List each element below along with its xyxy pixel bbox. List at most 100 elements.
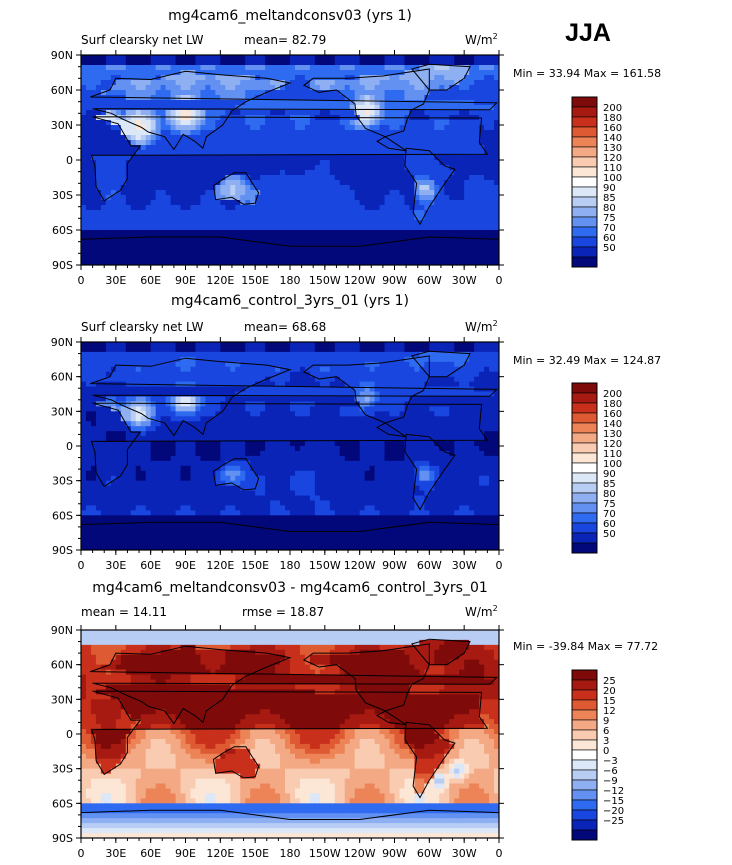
field-cell: [339, 130, 346, 136]
field-cell: [459, 170, 465, 176]
field-cell: [220, 195, 226, 201]
field-cell: [130, 401, 137, 407]
field-cell: [160, 240, 167, 246]
field-cell: [454, 351, 460, 358]
field-cell: [344, 70, 351, 76]
field-cell: [484, 180, 490, 186]
field-cell: [230, 150, 236, 156]
field-cell: [190, 175, 197, 181]
field-cell: [434, 391, 440, 398]
field-cell: [424, 105, 430, 111]
field-cell: [290, 75, 296, 81]
field-cell: [185, 260, 192, 265]
field-cell: [384, 80, 391, 86]
field-cell: [145, 105, 152, 111]
field-cell: [210, 145, 216, 151]
field-cell: [404, 235, 411, 241]
field-cell: [364, 125, 371, 131]
field-cell: [250, 175, 256, 181]
field-cell: [205, 75, 211, 81]
field-cell: [165, 205, 172, 211]
field-cell: [374, 160, 381, 166]
field-cell: [115, 411, 122, 417]
field-cell: [329, 366, 336, 373]
field-cell: [190, 135, 197, 141]
field-cell: [205, 190, 211, 196]
field-cell: [424, 215, 430, 221]
field-cell: [454, 105, 460, 111]
field-cell: [464, 155, 470, 161]
field-cell: [414, 255, 420, 261]
field-cell: [304, 195, 311, 201]
field-cell: [439, 150, 445, 156]
field-cell: [389, 230, 396, 236]
field-cell: [324, 55, 331, 61]
field-cell: [389, 205, 396, 211]
field-cell: [205, 210, 211, 216]
field-cell: [464, 75, 470, 81]
field-cell: [304, 255, 311, 261]
field-cell: [314, 105, 321, 111]
field-cell: [484, 65, 490, 71]
field-cell: [230, 225, 236, 231]
field-cell: [81, 190, 87, 196]
field-cell: [389, 200, 396, 206]
field-cell: [165, 225, 172, 231]
field-cell: [170, 80, 177, 86]
field-cell: [85, 260, 92, 265]
field-cell: [115, 130, 122, 136]
field-cell: [389, 356, 396, 363]
field-cell: [474, 70, 480, 76]
field-cell: [140, 225, 147, 231]
field-cell: [419, 240, 425, 246]
field-cell: [135, 220, 142, 226]
field-cell: [125, 110, 132, 116]
field-cell: [205, 240, 211, 246]
field-cell: [115, 75, 122, 81]
field-cell: [160, 165, 167, 171]
field-cell: [85, 170, 92, 176]
field-cell: [454, 260, 460, 265]
field-cell: [135, 411, 142, 417]
field-cell: [439, 396, 445, 403]
field-cell: [454, 240, 460, 246]
field-cell: [100, 170, 107, 176]
field-cell: [175, 120, 182, 126]
field-cell: [319, 195, 326, 201]
field-cell: [130, 150, 137, 156]
field-cell: [255, 376, 261, 383]
field-cell: [299, 260, 306, 265]
field-cell: [409, 396, 416, 403]
field-cell: [419, 396, 425, 403]
field-cell: [85, 60, 92, 66]
field-cell: [190, 245, 197, 251]
field-cell: [294, 361, 301, 368]
field-cell: [250, 70, 256, 76]
field-cell: [90, 225, 97, 231]
field-cell: [379, 75, 386, 81]
field-cell: [100, 100, 107, 106]
field-cell: [364, 130, 371, 136]
field-cell: [95, 70, 102, 76]
field-cell: [185, 351, 192, 358]
field-cell: [125, 130, 132, 136]
field-cell: [185, 185, 192, 191]
field-cell: [105, 55, 112, 61]
field-cell: [424, 220, 430, 226]
field-cell: [235, 135, 241, 141]
field-cell: [110, 130, 117, 136]
field-cell: [409, 342, 416, 348]
field-cell: [294, 165, 301, 171]
field-cell: [180, 160, 187, 166]
field-cell: [329, 60, 336, 66]
field-cell: [389, 220, 396, 226]
field-cell: [275, 240, 281, 246]
field-cell: [150, 125, 157, 131]
field-cell: [339, 195, 346, 201]
field-cell: [429, 60, 435, 66]
field-cell: [210, 342, 216, 348]
field-cell: [205, 416, 211, 422]
field-cell: [85, 55, 92, 61]
field-cell: [265, 155, 271, 161]
field-cell: [464, 366, 470, 373]
